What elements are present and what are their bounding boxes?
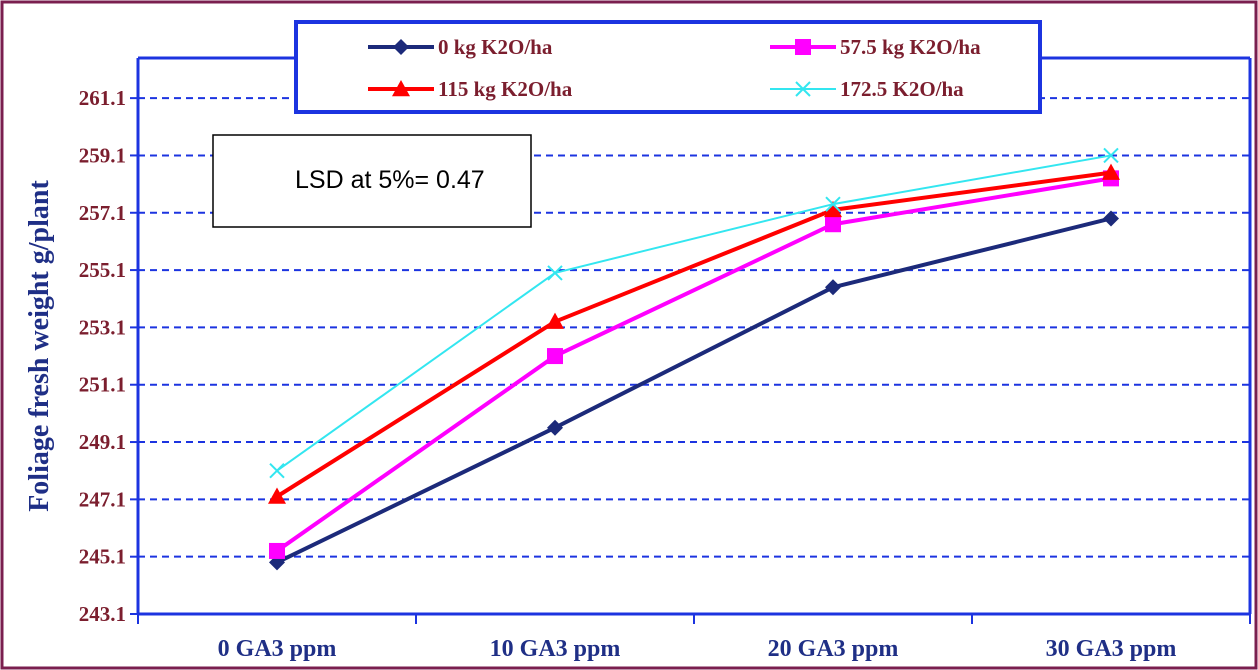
lsd-annotation: LSD at 5%= 0.47: [212, 134, 532, 228]
legend-box: [294, 20, 1042, 114]
data-point: [269, 542, 285, 559]
data-point: [1103, 147, 1119, 164]
legend-item: 172.5 K2O/ha: [770, 77, 964, 101]
legend-swatch-marker: [393, 39, 409, 55]
y-tick-label: 243.1: [79, 602, 126, 626]
data-point: [547, 265, 563, 281]
x-tick-label: 0 GA3 ppm: [218, 636, 337, 662]
data-point: [825, 196, 841, 212]
series-line: [275, 170, 1112, 499]
y-tick-label: 255.1: [79, 258, 126, 282]
legend-item: 57.5 kg K2O/ha: [770, 35, 981, 59]
x-marker-stroke: [547, 265, 563, 281]
x-tick-label: 20 GA3 ppm: [768, 636, 899, 662]
data-point: [547, 348, 563, 365]
data-point: [825, 216, 841, 233]
data-point: [547, 419, 563, 436]
series-line: [276, 154, 1112, 472]
y-tick-label: 251.1: [79, 373, 126, 397]
legend: 0 kg K2O/ha 57.5 kg K2O/ha 115 kg K2O/ha 17…: [294, 20, 1042, 114]
legend-item: 0 kg K2O/ha: [368, 35, 553, 59]
x-tick-label: 30 GA3 ppm: [1046, 636, 1177, 662]
x-marker-stroke: [1103, 147, 1119, 164]
series-0: [269, 210, 1119, 571]
y-tick-label: 261.1: [79, 86, 126, 110]
y-tick-label: 247.1: [79, 487, 126, 511]
series-line: [276, 216, 1112, 565]
data-point: [1102, 163, 1120, 180]
annotation-text: LSD at 5%= 0.47: [295, 166, 485, 194]
legend-label: 57.5 kg K2O/ha: [840, 35, 981, 59]
data-point: [268, 487, 286, 504]
data-point: [825, 279, 841, 296]
data-point: [824, 200, 842, 218]
series-2: [268, 163, 1120, 504]
x-marker-stroke: [269, 462, 285, 479]
legend-label: 172.5 K2O/ha: [840, 77, 964, 101]
series-3: [269, 147, 1119, 479]
series-group: [268, 147, 1120, 571]
legend-swatch-marker: [795, 81, 811, 97]
x-axis-ticks: 0 GA3 ppm 10 GA3 ppm 20 GA3 ppm 30 GA3 ppm: [137, 614, 1251, 662]
legend-item: 115 kg K2O/ha: [368, 77, 573, 101]
y-axis-ticks: 243.1 245.1 247.1 249.1 251.1 253.1 255.1 257.1…: [79, 86, 138, 626]
series-line: [275, 176, 1112, 553]
y-tick-label: 257.1: [79, 201, 126, 225]
data-point: [269, 462, 285, 479]
x-tick-label: 10 GA3 ppm: [490, 636, 621, 662]
data-point: [546, 312, 564, 329]
legend-items: 0 kg K2O/ha 57.5 kg K2O/ha 115 kg K2O/ha 17…: [368, 35, 981, 101]
annotation-box: [212, 134, 532, 228]
legend-swatch-marker: [795, 39, 811, 55]
x-marker-stroke: [795, 81, 811, 97]
y-tick-label: 245.1: [79, 545, 126, 569]
legend-label: 115 kg K2O/ha: [438, 77, 573, 101]
legend-label: 0 kg K2O/ha: [438, 35, 553, 59]
x-marker-stroke: [825, 196, 841, 212]
y-axis-label: Foliage fresh weight g/plant: [24, 180, 55, 512]
y-tick-label: 249.1: [79, 430, 126, 454]
y-tick-label: 253.1: [79, 315, 126, 339]
y-tick-label: 259.1: [79, 143, 126, 167]
legend-swatch-marker: [392, 80, 410, 97]
data-point: [1103, 210, 1119, 227]
